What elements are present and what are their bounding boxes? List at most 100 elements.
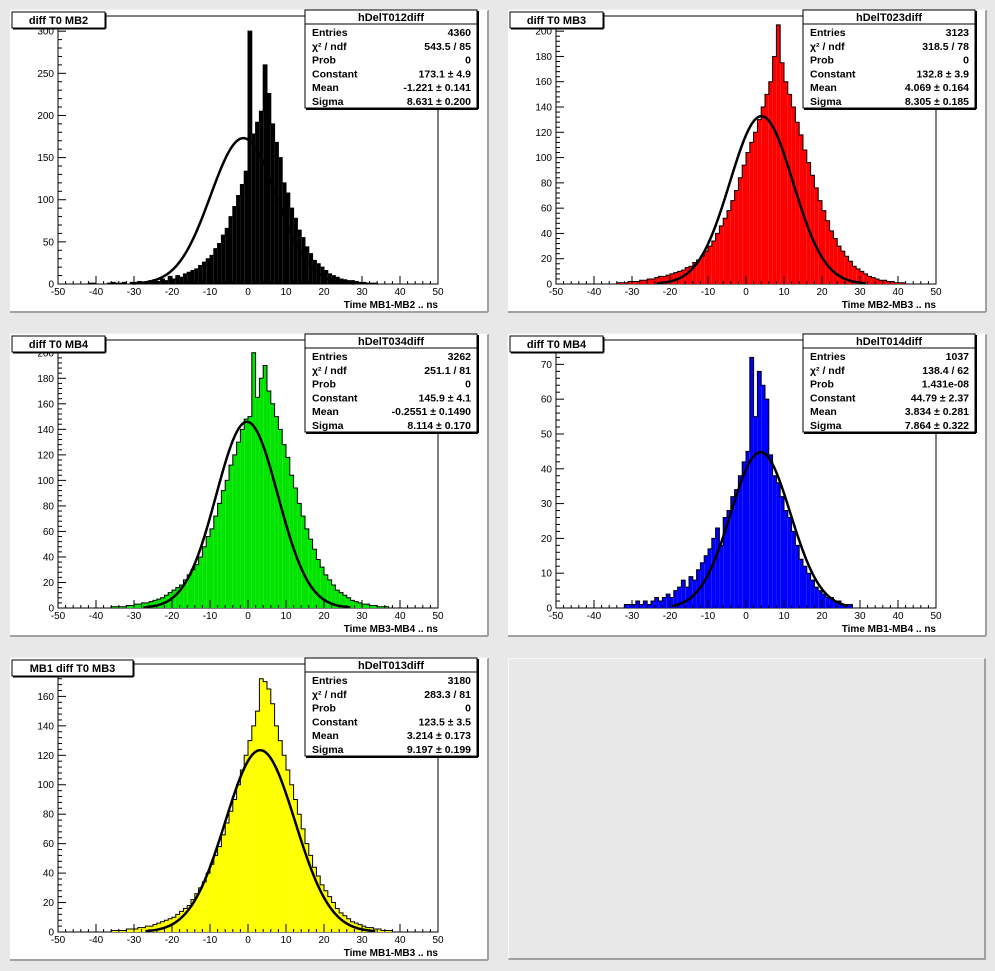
histogram-bar xyxy=(734,190,739,284)
x-tick-label: 50 xyxy=(930,287,942,298)
stats-label: Constant xyxy=(312,68,358,80)
y-tick-label: 30 xyxy=(541,499,553,510)
histogram-bar xyxy=(814,187,819,284)
y-tick-label: 120 xyxy=(37,450,54,461)
x-tick-label: -30 xyxy=(127,287,142,298)
histogram-bar xyxy=(670,273,674,284)
histogram-bar xyxy=(384,930,389,932)
histogram-bar xyxy=(365,604,370,608)
histogram-bar xyxy=(628,281,632,284)
histogram-bar xyxy=(875,278,879,284)
x-tick-label: 0 xyxy=(245,287,251,298)
histogram-bar xyxy=(704,555,708,608)
histogram-bar xyxy=(734,489,739,608)
histogram-bar xyxy=(202,881,207,932)
histogram-bar xyxy=(137,927,142,932)
stats-histogram-name: hDelT012diff xyxy=(358,12,424,24)
histogram-bar xyxy=(236,784,241,932)
histogram-bar xyxy=(746,152,750,284)
histogram-bar xyxy=(194,268,199,284)
y-tick-label: 20 xyxy=(541,534,553,545)
histogram-pad-4: -50 -40 -30 -20 -10 0 10 20 30 40 50 0 10 20 30 40 50 60 7… xyxy=(508,333,987,637)
stats-label: Mean xyxy=(312,730,339,742)
histogram-bar xyxy=(312,260,317,284)
histogram-bar xyxy=(232,799,237,932)
histogram-bar xyxy=(825,597,830,608)
histogram-bar xyxy=(848,261,853,284)
stats-value: 132.8 ± 3.9 xyxy=(917,68,970,80)
x-tick-label: -10 xyxy=(701,611,716,622)
stats-label: χ² / ndf xyxy=(312,365,347,377)
histogram-bar xyxy=(829,230,834,284)
y-tick-label: 180 xyxy=(37,374,54,385)
histogram-bar xyxy=(765,94,769,285)
stats-label: χ² / ndf xyxy=(312,41,347,53)
histogram-bar xyxy=(141,927,146,932)
x-tick-label: 10 xyxy=(280,935,292,946)
histogram-bar xyxy=(305,843,309,932)
histogram-bar xyxy=(799,559,803,608)
x-tick-label: -30 xyxy=(625,611,640,622)
stats-value: 0 xyxy=(465,379,471,391)
stats-value: 0 xyxy=(963,55,969,67)
x-tick-label: -10 xyxy=(203,287,218,298)
histogram-bar xyxy=(175,275,180,284)
stats-value: 173.1 ± 4.9 xyxy=(419,68,472,80)
x-tick-label: 40 xyxy=(892,611,904,622)
histogram-bar xyxy=(388,930,393,932)
histogram-bar xyxy=(244,755,248,932)
histogram-bar xyxy=(213,248,218,284)
x-axis-label: Time MB1-MB4 .. ns xyxy=(842,624,937,635)
x-tick-label: -10 xyxy=(203,935,218,946)
stats-label: Prob xyxy=(810,379,834,391)
histogram-bar xyxy=(289,784,294,932)
histogram-bar xyxy=(206,536,210,608)
histogram-bar xyxy=(236,442,241,608)
histogram-bar xyxy=(278,429,283,608)
y-tick-label: 100 xyxy=(535,153,552,164)
histogram-bar xyxy=(175,587,180,608)
histogram-bar xyxy=(795,122,800,284)
stats-value: 3.834 ± 0.281 xyxy=(905,406,969,418)
histogram-bar xyxy=(126,605,131,608)
histogram-bar xyxy=(187,574,191,608)
histogram-bar xyxy=(297,814,302,932)
histogram-bar xyxy=(343,595,347,608)
histogram-bar xyxy=(886,281,891,284)
histogram-bar xyxy=(673,272,678,284)
stats-label: Entries xyxy=(312,675,348,687)
histogram-bar xyxy=(818,590,822,608)
histogram-bar xyxy=(217,846,222,932)
y-tick-label: 50 xyxy=(541,429,553,440)
histogram-bar xyxy=(130,929,134,932)
stats-box xyxy=(802,333,976,433)
y-tick-label: 120 xyxy=(37,751,54,762)
histogram-bar xyxy=(635,281,640,284)
stats-value: 3123 xyxy=(946,27,970,39)
histogram-bar xyxy=(297,503,302,608)
histogram-bar xyxy=(179,585,184,608)
y-tick-label: 20 xyxy=(43,898,55,909)
histogram-bar xyxy=(248,740,252,932)
histogram-bar xyxy=(700,256,705,284)
histogram-bar xyxy=(749,142,754,284)
histogram-bar xyxy=(293,218,298,284)
histogram-bar xyxy=(787,94,792,285)
y-tick-label: 40 xyxy=(541,229,553,240)
y-tick-label: 0 xyxy=(546,604,552,615)
histogram-bar xyxy=(727,210,731,284)
histogram-bar xyxy=(172,278,176,284)
stats-histogram-name: hDelT013diff xyxy=(358,660,424,672)
histogram-bar xyxy=(331,585,336,608)
histogram-bar xyxy=(848,604,853,608)
x-tick-label: -30 xyxy=(625,287,640,298)
y-tick-label: 0 xyxy=(546,280,552,291)
histogram-bar xyxy=(681,580,686,608)
x-tick-label: 20 xyxy=(318,611,330,622)
x-tick-label: -20 xyxy=(663,287,678,298)
y-tick-label: 140 xyxy=(535,103,552,114)
histogram-bar xyxy=(784,510,788,608)
stats-histogram-name: hDelT023diff xyxy=(856,12,922,24)
x-tick-label: -40 xyxy=(89,611,104,622)
x-tick-label: -20 xyxy=(165,935,180,946)
